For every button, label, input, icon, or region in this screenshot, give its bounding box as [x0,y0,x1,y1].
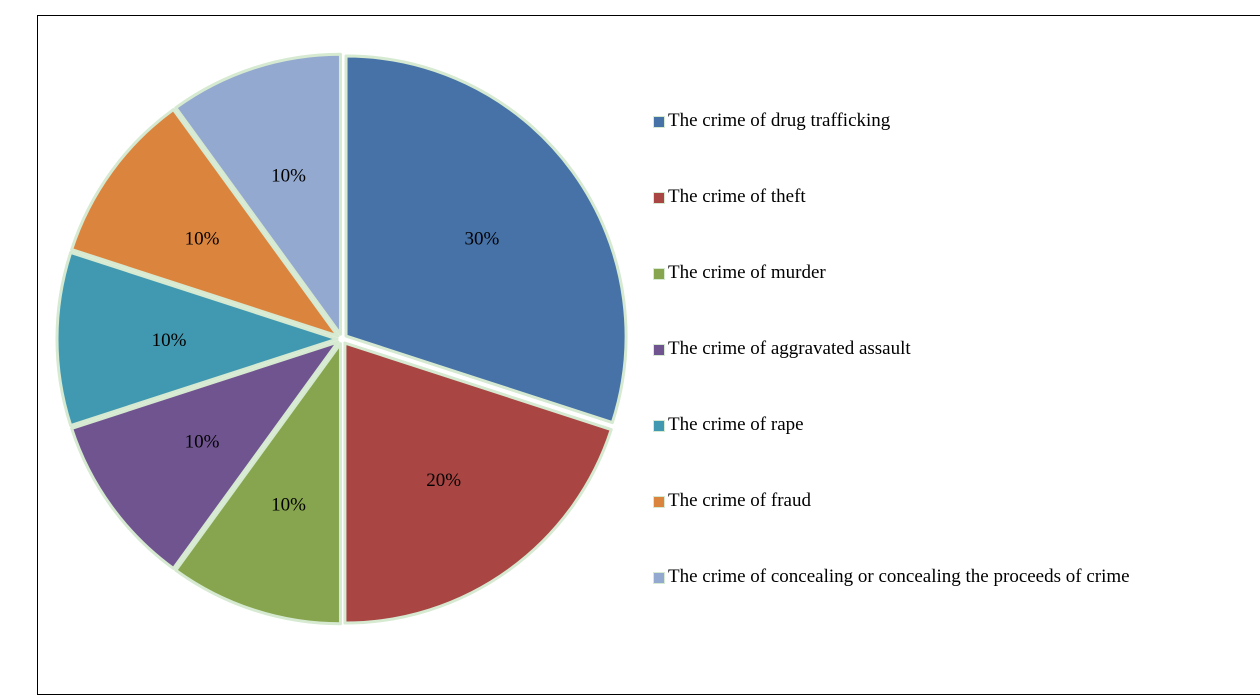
pie-chart: 30% 20% 10% 10% 10% 10% 10% [55,52,628,626]
legend-swatch [653,420,665,432]
pie-slice [344,54,628,425]
pie-data-label: 10% [271,165,306,186]
pie-data-label: 10% [185,432,220,453]
legend-label: The crime of theft [668,186,806,207]
chart-legend: The crime of drug trafficking The crime o… [653,110,1130,642]
pie-slice [70,340,340,570]
legend-item: The crime of drug trafficking [653,110,1130,186]
pie-slice [70,108,340,338]
legend-label: The crime of fraud [668,490,811,511]
legend-swatch [653,268,665,280]
legend-label: The crime of concealing or concealing th… [668,566,1130,587]
pie-data-label: 10% [152,330,187,351]
legend-item: The crime of aggravated assault [653,338,1130,414]
legend-item: The crime of concealing or concealing th… [653,566,1130,642]
legend-swatch [653,496,665,508]
legend-label: The crime of aggravated assault [668,338,911,359]
pie-data-label: 10% [271,495,306,516]
legend-item: The crime of rape [653,414,1130,490]
pie-slice [174,52,342,336]
legend-label: The crime of murder [668,262,826,283]
pie-slices [55,52,628,626]
legend-swatch [653,192,665,204]
legend-swatch [653,572,665,584]
pie-data-labels: 30% 20% 10% 10% 10% 10% 10% [152,165,500,515]
legend-swatch [653,116,665,128]
legend-swatch [653,344,665,356]
pie-slice [343,341,613,625]
pie-data-label: 30% [465,228,500,249]
pie-slice [174,342,342,626]
pie-data-label: 10% [185,228,220,249]
legend-label: The crime of rape [668,414,804,435]
pie-slice [55,250,339,428]
legend-item: The crime of theft [653,186,1130,262]
legend-item: The crime of murder [653,262,1130,338]
legend-label: The crime of drug trafficking [668,110,891,131]
pie-data-label: 20% [426,470,461,491]
legend-item: The crime of fraud [653,490,1130,566]
